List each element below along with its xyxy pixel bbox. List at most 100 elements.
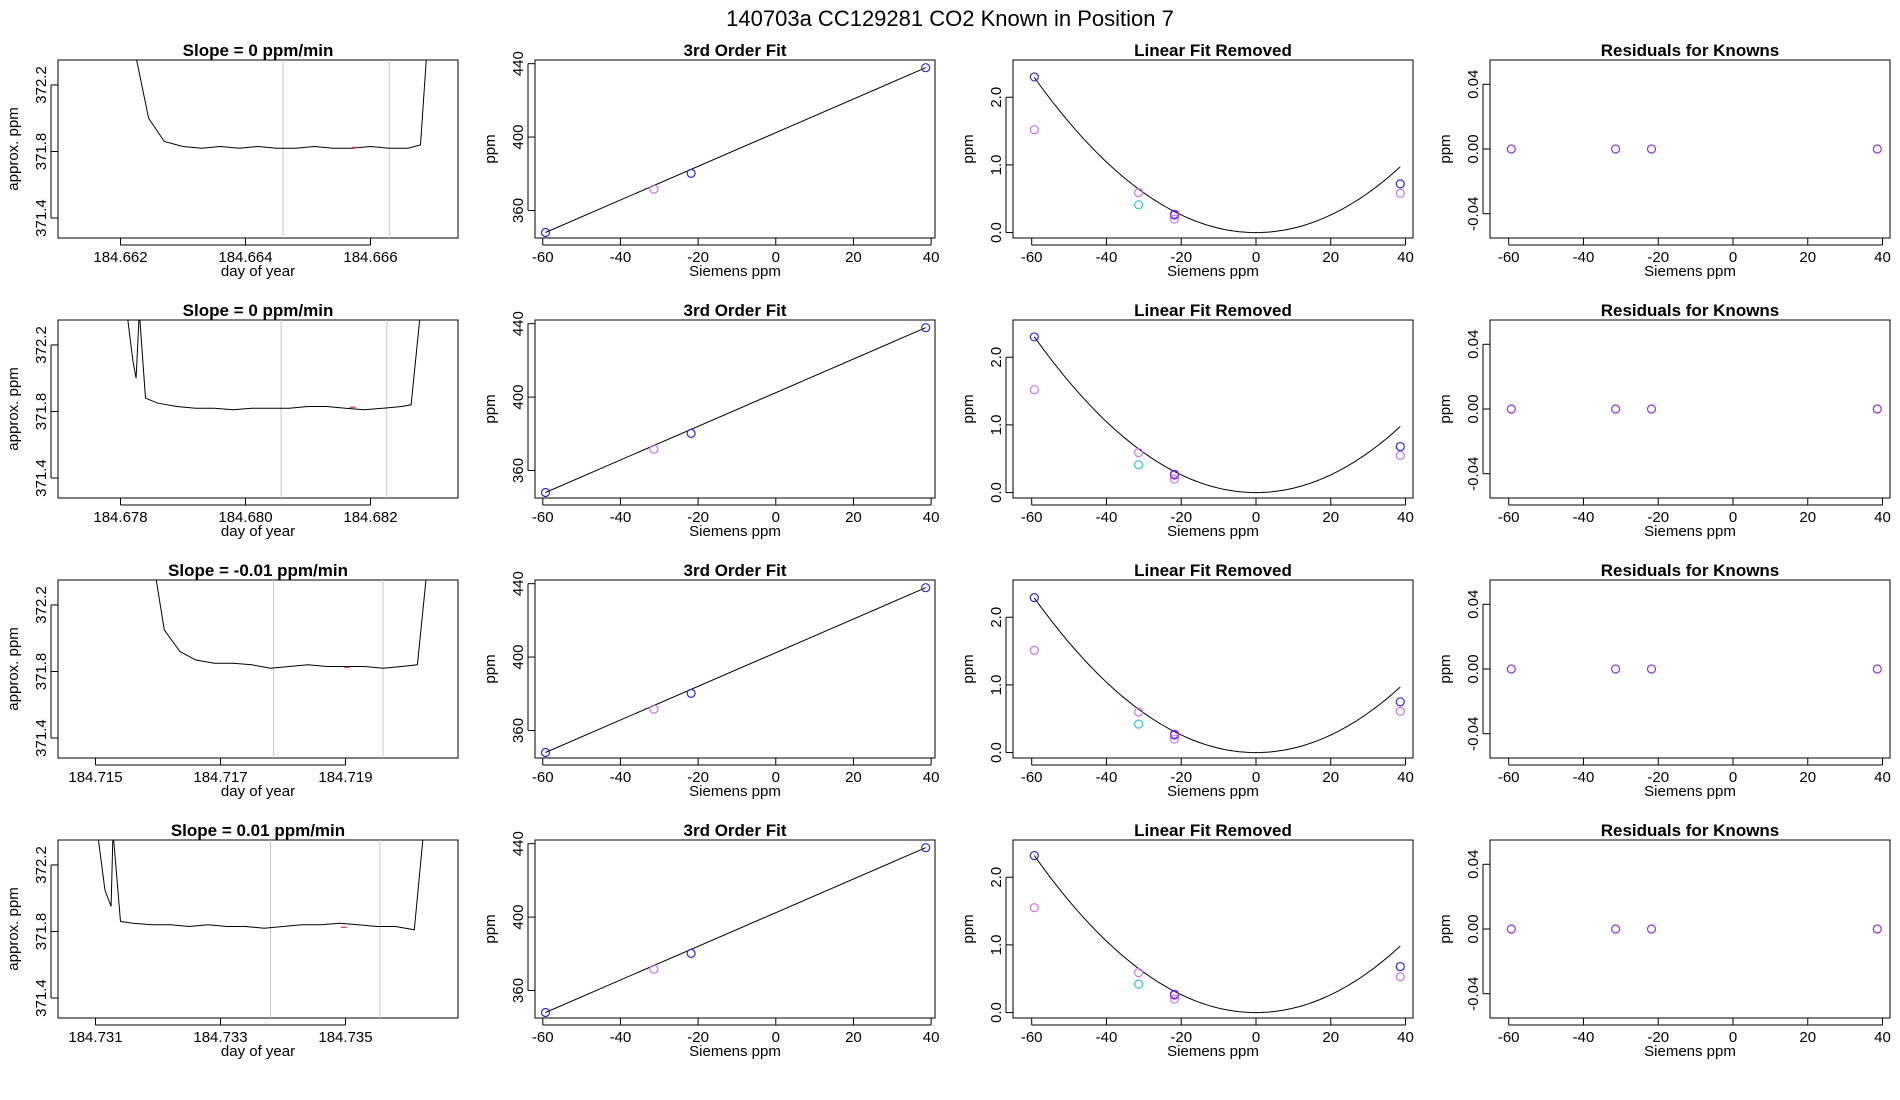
x-tick-label: -20 — [1170, 249, 1192, 266]
y-axis-label: ppm — [1437, 654, 1454, 683]
y-tick-label: 0.04 — [1465, 70, 1482, 99]
data-point-purple — [1872, 924, 1882, 934]
panel-r3-c1: Slope = -0.01 ppm/min 184.715 184.717 184.7… — [5, 561, 459, 800]
data-point-magenta — [1169, 734, 1180, 744]
x-tick-label: 0 — [1252, 249, 1260, 266]
panel-r4-c2: 3rd Order Fit -60 -40 -20 0 20 40 360 400 440 Siem… — [482, 821, 939, 1060]
x-tick-label: -20 — [1647, 249, 1669, 266]
x-tick-label: -40 — [1573, 509, 1595, 526]
data-point-purple — [1611, 144, 1621, 154]
plot-area — [540, 843, 931, 1018]
y-axis-label: approx. ppm — [5, 107, 22, 190]
data-point-purple — [1646, 144, 1657, 154]
x-tick-label: 184.666 — [343, 249, 397, 266]
plot-area — [540, 323, 931, 498]
x-tick-label: 184.662 — [93, 249, 147, 266]
x-tick-label: 20 — [845, 509, 862, 526]
y-axis-label: ppm — [960, 654, 977, 683]
x-tick-label: -40 — [610, 1029, 632, 1046]
x-tick-label: 40 — [1874, 769, 1891, 786]
data-point-purple — [1169, 210, 1180, 220]
y-axis-label: approx. ppm — [5, 887, 22, 970]
y-tick-label: 0.04 — [1465, 590, 1482, 619]
x-tick-label: -40 — [610, 769, 632, 786]
x-tick-label: 0 — [1729, 769, 1737, 786]
x-tick-label: 40 — [1874, 509, 1891, 526]
x-tick-label: -60 — [1021, 249, 1043, 266]
y-tick-label: 0.0 — [988, 222, 1005, 243]
y-axis-label: ppm — [960, 134, 977, 163]
x-tick-label: -40 — [610, 249, 632, 266]
panel-title: 3rd Order Fit — [684, 301, 787, 320]
x-tick-label: 20 — [1322, 249, 1339, 266]
x-tick-label: -40 — [1096, 249, 1118, 266]
data-point-purple — [1872, 144, 1882, 154]
panel-title: Residuals for Knowns — [1601, 821, 1780, 840]
x-tick-label: 0 — [1729, 509, 1737, 526]
data-point-blue — [1029, 332, 1039, 342]
panel-title: Linear Fit Removed — [1134, 561, 1292, 580]
panel-title: Linear Fit Removed — [1134, 301, 1292, 320]
x-axis-label: Siemens ppm — [689, 523, 781, 540]
data-point-purple — [1506, 664, 1516, 674]
panel-r4-c4: Residuals for Knowns -60 -40 -20 0 20 40 -0.04 0… — [1437, 821, 1891, 1060]
plot-area — [1029, 850, 1405, 1014]
plot-frame — [57, 839, 459, 1019]
y-tick-label: -0.04 — [1465, 977, 1482, 1011]
y-axis-label: ppm — [1437, 134, 1454, 163]
x-tick-label: 20 — [1322, 509, 1339, 526]
x-tick-label: -20 — [687, 769, 709, 786]
panel-r1-c1: Slope = 0 ppm/min 184.662 184.664 184.666 37… — [5, 41, 459, 280]
data-point-magenta — [1134, 968, 1144, 978]
plot-frame — [57, 579, 459, 759]
x-tick-label: 20 — [1322, 1029, 1339, 1046]
y-tick-label: 2.0 — [988, 867, 1005, 888]
panel-title: Slope = -0.01 ppm/min — [168, 561, 348, 580]
data-point-purple — [1872, 404, 1882, 414]
data-point-blue — [686, 168, 696, 179]
x-tick-label: -60 — [532, 509, 554, 526]
panel-r3-c3: Linear Fit Removed -60 -40 -20 0 20 40 0.0 1.0 2.… — [960, 561, 1414, 800]
data-point-blue — [921, 63, 931, 73]
x-tick-label: -40 — [1573, 249, 1595, 266]
data-point-blue — [540, 1007, 551, 1018]
x-tick-label: 20 — [1799, 769, 1816, 786]
data-point-blue — [1029, 72, 1039, 82]
x-tick-label: 20 — [1322, 769, 1339, 786]
x-tick-label: 0 — [772, 249, 780, 266]
data-point-blue — [921, 323, 931, 333]
concentration-trace — [97, 840, 424, 931]
x-tick-label: 20 — [845, 769, 862, 786]
x-tick-label: 184.680 — [218, 509, 272, 526]
x-axis-label: Siemens ppm — [689, 263, 781, 280]
panel-r2-c2: 3rd Order Fit -60 -40 -20 0 20 40 360 400 440 Siem… — [482, 301, 939, 540]
data-point-magenta — [1029, 645, 1039, 655]
fit-line — [545, 587, 926, 753]
plot-frame — [1012, 839, 1414, 1019]
panel-r2-c4: Residuals for Knowns -60 -40 -20 0 20 40 -0.04 0… — [1437, 301, 1891, 540]
x-axis-label: Siemens ppm — [1167, 1043, 1259, 1060]
x-tick-label: 184.717 — [193, 769, 247, 786]
y-tick-label: 400 — [510, 905, 527, 930]
x-tick-label: -60 — [1021, 509, 1043, 526]
plot-area — [1029, 72, 1405, 234]
data-point-blue — [540, 747, 551, 758]
data-point-magenta — [1395, 188, 1405, 198]
data-point-purple — [1506, 144, 1516, 154]
panel-r4-c3: Linear Fit Removed -60 -40 -20 0 20 40 0.0 1.0 2.… — [960, 821, 1414, 1060]
panel-r1-c2: 3rd Order Fit -60 -40 -20 0 20 40 360 400 440 Siem… — [482, 41, 939, 280]
x-tick-label: 40 — [1874, 1029, 1891, 1046]
data-point-purple — [1169, 470, 1180, 480]
plot-area — [136, 60, 427, 238]
x-tick-label: 0 — [772, 509, 780, 526]
x-tick-label: 20 — [845, 1029, 862, 1046]
data-point-magenta — [1169, 994, 1180, 1004]
x-tick-label: 0 — [772, 769, 780, 786]
concentration-trace — [127, 320, 421, 411]
y-axis-label: ppm — [482, 654, 499, 683]
panel-r1-c3: Linear Fit Removed -60 -40 -20 0 20 40 0.0 1.0 2.… — [960, 41, 1414, 280]
quadratic-fit-curve — [1033, 336, 1401, 494]
x-tick-label: 20 — [1799, 249, 1816, 266]
y-tick-label: 0.00 — [1465, 134, 1482, 163]
data-point-blue — [1395, 697, 1405, 707]
